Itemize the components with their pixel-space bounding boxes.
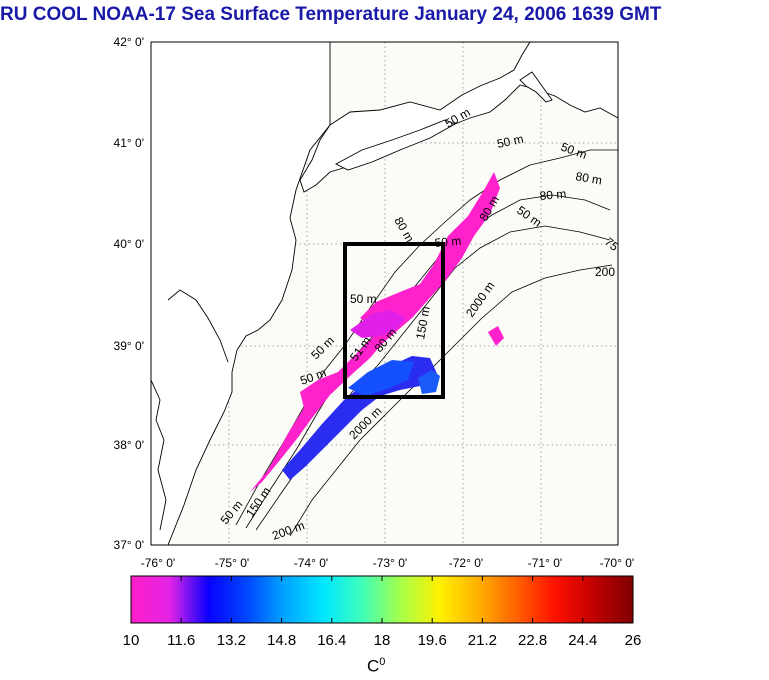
map-title: RU COOL NOAA-17 Sea Surface Temperature …: [0, 4, 662, 25]
lon-axis: -76° 0' -75° 0' -74° 0' -73° 0' -72° 0' …: [141, 556, 634, 570]
long-island: [335, 119, 457, 171]
colorbar-ticks: 10 11.6 13.2 14.8 16.4 18 19.6 21.2 22.8 24.4 26: [123, 576, 642, 649]
sst-imagery: [250, 172, 504, 492]
lon-tick-label: -70° 0': [600, 556, 634, 570]
contour-label: 50 m: [434, 234, 462, 250]
colorbar: [130, 575, 634, 624]
units-superscript: 0: [379, 656, 386, 668]
coastline-mid-atlantic: [150, 41, 331, 546]
sst-cold-band: [282, 356, 438, 480]
chesapeake-shore: [150, 379, 167, 531]
lon-tick-label: -71° 0': [528, 556, 562, 570]
units-text: C: [367, 656, 380, 676]
lat-tick-label: 42° 0': [114, 35, 144, 49]
lon-tick-label: -74° 0': [294, 556, 328, 570]
contour-label: 80 m: [539, 187, 567, 203]
sst-small-patch: [488, 326, 504, 346]
colorbar-tick-label: 11.6: [167, 632, 195, 649]
colorbar-units-label: C0: [367, 656, 385, 677]
lat-tick-label: 40° 0': [114, 237, 144, 251]
colorbar-tick-label: 13.2: [217, 632, 246, 649]
lat-tick-label: 39° 0': [114, 339, 144, 353]
contour-label: 50 m: [350, 292, 377, 306]
contour-label: 200: [595, 265, 615, 279]
colorbar-tick-label: 10: [123, 632, 140, 649]
colorbar-tick-label: 21.2: [468, 632, 497, 649]
colorbar-tick-label: 19.6: [418, 632, 447, 649]
lat-axis: 42° 0' 41° 0' 40° 0' 39° 0' 38° 0' 37° 0…: [114, 35, 144, 552]
lat-tick-label: 38° 0': [114, 438, 144, 452]
colorbar-tick-label: 18: [374, 632, 391, 649]
lat-tick-label: 37° 0': [114, 538, 144, 552]
contour-label: 50 m: [496, 132, 525, 151]
lon-tick-label: -76° 0': [141, 556, 175, 570]
colorbar-tick-label: 24.4: [568, 632, 597, 649]
delaware-bay-shore: [167, 289, 229, 363]
sst-warm-band: [250, 172, 500, 492]
lat-tick-label: 41° 0': [114, 136, 144, 150]
contour-label: 150 m: [413, 305, 433, 340]
colorbar-tick-label: 14.8: [267, 632, 296, 649]
sst-blue-patch: [348, 360, 414, 396]
cape-cod: [519, 71, 553, 103]
sst-magenta-patch: [350, 310, 406, 338]
sst-offshore-patch: [418, 370, 440, 394]
colorbar-tick-label: 26: [625, 632, 642, 649]
colorbar-tick-label: 22.8: [518, 632, 547, 649]
study-area-box: [343, 242, 445, 399]
land: [150, 41, 619, 546]
colorbar-tick-label: 16.4: [317, 632, 346, 649]
lon-tick-label: -75° 0': [215, 556, 249, 570]
lon-tick-label: -73° 0': [373, 556, 407, 570]
map-frame: [150, 41, 619, 546]
contour-label: 80 m: [574, 169, 603, 187]
contour-2000m: [289, 264, 613, 537]
lon-tick-label: -72° 0': [449, 556, 483, 570]
